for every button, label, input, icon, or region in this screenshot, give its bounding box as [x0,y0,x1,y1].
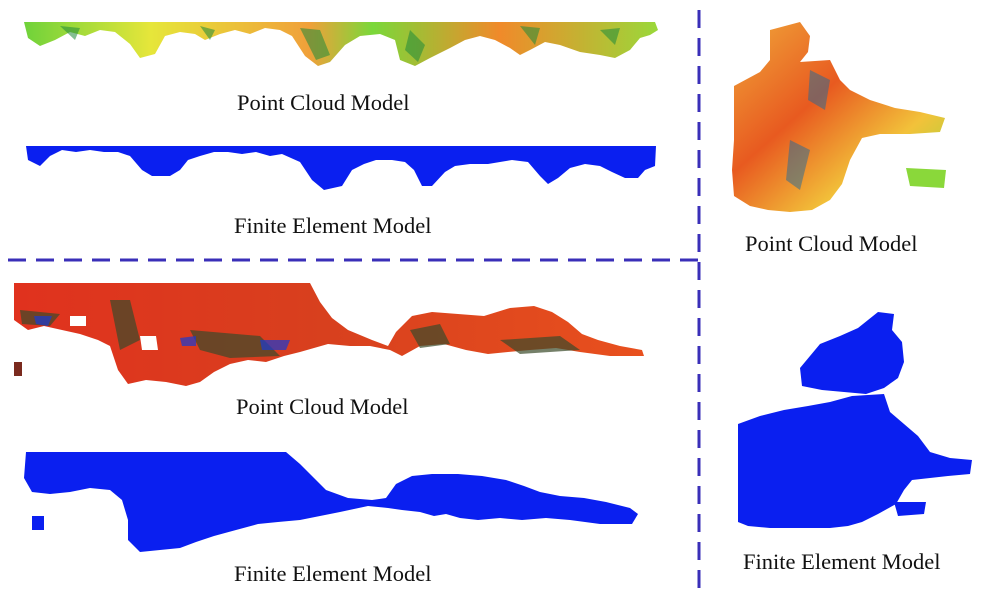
right-finite-element-label: Finite Element Model [743,549,941,574]
top-point-cloud-label: Point Cloud Model [237,90,410,115]
bottom-finite-element-label: Finite Element Model [234,561,432,586]
top-finite-element-label: Finite Element Model [234,213,432,238]
right-point-cloud-label: Point Cloud Model [745,231,918,256]
bottom-point-cloud-image [14,283,644,386]
top-point-cloud-image [24,22,658,66]
right-point-cloud-image [732,22,946,212]
bottom-point-cloud-label: Point Cloud Model [236,394,409,419]
fem-fragment [32,516,44,530]
bottom-finite-element-image [24,452,638,552]
top-finite-element-image [26,146,656,190]
right-finite-element-image [738,312,972,528]
